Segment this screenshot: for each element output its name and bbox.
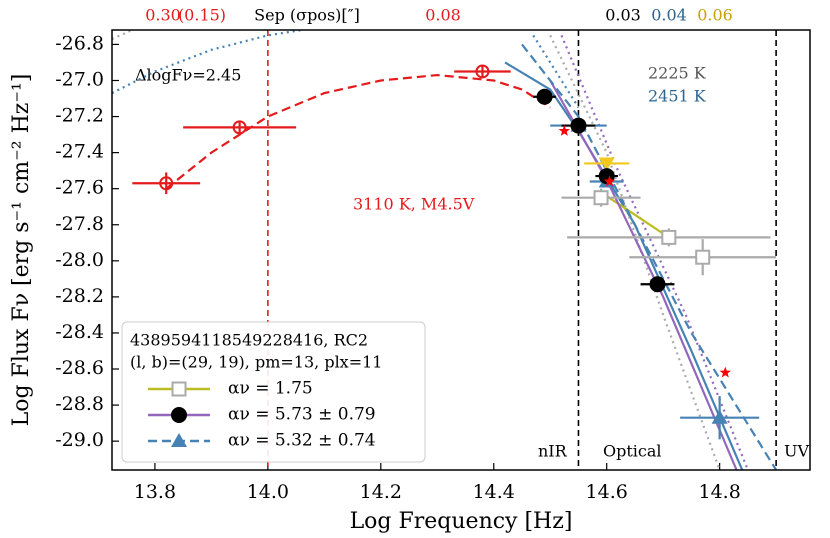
top-label: 0.04 <box>651 6 687 25</box>
y-tick-label: -27.0 <box>55 68 104 90</box>
fit-line <box>600 191 670 239</box>
fit-line <box>521 43 778 470</box>
marker <box>719 366 731 378</box>
legend-box <box>121 321 426 463</box>
model-curve <box>532 34 580 109</box>
legend-label: αν = 5.32 ± 0.74 <box>228 431 376 451</box>
plot-frame <box>111 29 811 471</box>
annotation: ΔlogFν=2.45 <box>135 66 241 85</box>
top-label: Sep (σpos)[″] <box>254 6 360 25</box>
model-curve <box>504 61 744 470</box>
marker <box>570 117 587 134</box>
annotation: nIR <box>538 442 568 461</box>
annotation: 2225 K <box>648 64 707 83</box>
x-tick-label: 14.4 <box>473 481 515 503</box>
y-tick-label: -28.4 <box>55 321 104 343</box>
model-curve <box>112 30 302 95</box>
annotation: UV <box>784 442 809 461</box>
y-tick-label: -27.4 <box>55 141 104 163</box>
marker <box>598 157 615 171</box>
model-curve <box>549 34 721 470</box>
x-tick-label: 14.6 <box>586 481 628 503</box>
marker <box>558 124 571 136</box>
top-label: (0.15) <box>178 6 226 25</box>
top-label: 0.30 <box>145 6 181 25</box>
marker <box>711 409 728 424</box>
top-label: 0.03 <box>605 6 641 25</box>
y-tick-label: -27.6 <box>55 177 104 199</box>
annotation: 3110 K, M4.5V <box>353 195 475 214</box>
legend-title: 4389594118549228416, RC2 <box>130 331 368 350</box>
marker <box>649 276 666 293</box>
legend-label: αν = 1.75 <box>228 379 313 399</box>
x-axis-label: Log Frequency [Hz] <box>350 509 573 534</box>
top-label: 0.08 <box>425 6 461 25</box>
y-axis-label: Log Flux Fν [erg s⁻¹ cm⁻² Hz⁻¹] <box>9 74 34 427</box>
marker <box>536 88 553 105</box>
x-tick-label: 14.8 <box>698 481 740 503</box>
marker <box>593 190 609 206</box>
y-tick-label: -29.0 <box>55 429 104 451</box>
marker <box>475 64 490 79</box>
model-curve <box>165 73 551 190</box>
model-curve <box>560 34 749 470</box>
marker <box>603 175 616 187</box>
top-label: 0.06 <box>697 6 733 25</box>
annotation: 2451 K <box>648 87 707 106</box>
marker <box>661 229 677 245</box>
x-tick-label: 14.2 <box>360 481 402 503</box>
y-tick-label: -28.0 <box>55 249 104 271</box>
x-tick-label: 14.0 <box>247 481 289 503</box>
marker <box>159 176 174 191</box>
y-tick-label: -27.8 <box>55 213 104 235</box>
y-tick-label: -28.8 <box>55 393 104 415</box>
y-tick-label: -27.2 <box>55 105 104 127</box>
y-tick-label: -28.2 <box>55 285 104 307</box>
y-tick-label: -28.6 <box>55 357 104 379</box>
legend-marker <box>171 381 187 397</box>
x-tick-label: 13.8 <box>134 481 176 503</box>
legend-marker <box>171 407 187 423</box>
annotation: Optical <box>603 442 662 461</box>
model-curve <box>112 30 133 41</box>
legend-marker <box>171 433 187 447</box>
y-tick-label: -26.8 <box>55 32 104 54</box>
legend-title: (l, b)=(29, 19), pm=13, plx=11 <box>130 353 382 372</box>
legend-label: αν = 5.73 ± 0.79 <box>228 405 376 425</box>
plot-area <box>112 30 778 470</box>
marker <box>232 120 247 135</box>
marker <box>695 249 711 265</box>
